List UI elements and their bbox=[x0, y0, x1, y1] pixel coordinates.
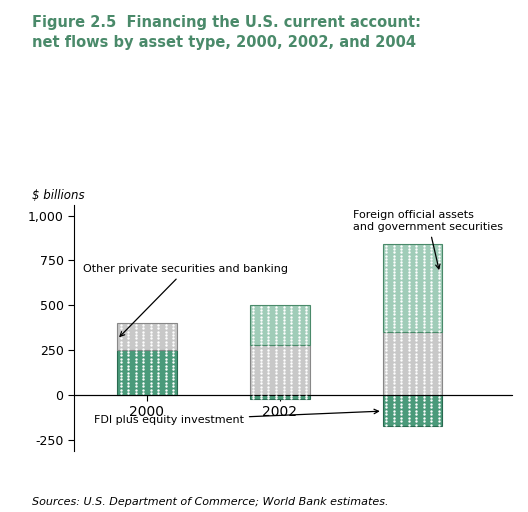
Text: FDI plus equity investment: FDI plus equity investment bbox=[94, 409, 379, 425]
Text: $ billions: $ billions bbox=[32, 189, 84, 202]
Bar bbox=[250, 395, 309, 398]
Bar bbox=[117, 350, 177, 395]
Text: Other private securities and banking: Other private securities and banking bbox=[83, 264, 288, 336]
Bar bbox=[383, 244, 442, 332]
Bar bbox=[383, 332, 442, 395]
Bar bbox=[250, 345, 309, 395]
Text: Sources: U.S. Department of Commerce; World Bank estimates.: Sources: U.S. Department of Commerce; Wo… bbox=[32, 497, 388, 507]
Bar bbox=[250, 305, 309, 345]
Text: Figure 2.5  Financing the U.S. current account:
net flows by asset type, 2000, 2: Figure 2.5 Financing the U.S. current ac… bbox=[32, 15, 421, 50]
Text: Foreign official assets
and government securities: Foreign official assets and government s… bbox=[353, 210, 503, 269]
Bar bbox=[117, 323, 177, 350]
Bar bbox=[383, 395, 442, 426]
